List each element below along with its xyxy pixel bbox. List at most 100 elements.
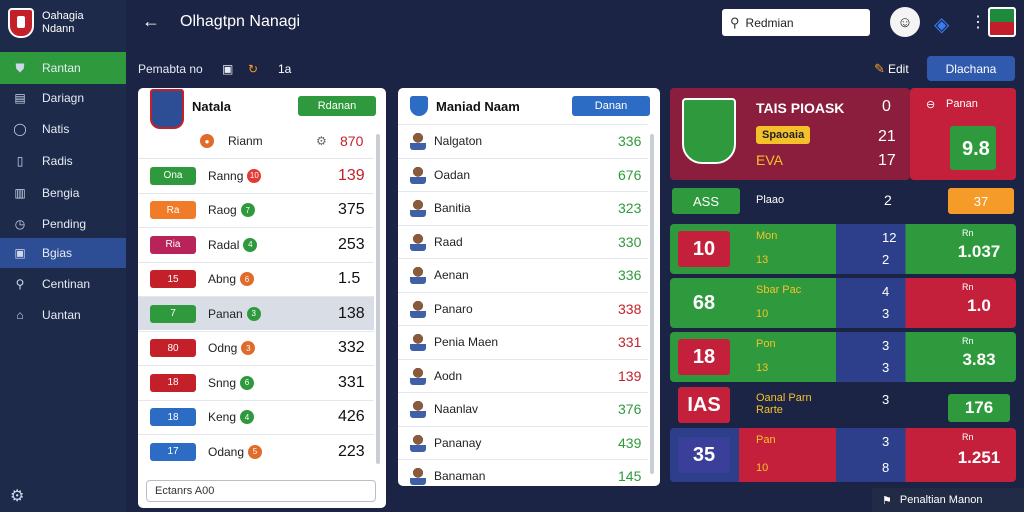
result-box: 1.251 [948, 444, 1010, 472]
list-item[interactable]: Pananay 439 [398, 425, 648, 459]
list-item[interactable]: Banaman 145 [398, 459, 648, 486]
refresh-icon[interactable]: ↻ [248, 62, 259, 76]
stat-value: 0 [882, 98, 891, 115]
sidebar-item-centinan[interactable]: ⚲ Centinan [0, 268, 126, 300]
stat-value: 21 [878, 128, 896, 145]
sidebar-item-bgias[interactable]: ▣ Bgias [0, 238, 126, 268]
action-label[interactable]: Panan [946, 98, 978, 110]
sidebar-item-label: Pending [42, 217, 87, 231]
result-value: 1.251 [957, 448, 1001, 467]
top-bar: ← Olhagtpn Nanagi ⚲ Redmian ☺ ◈ ⋮ [126, 0, 1024, 46]
stat-b: 8 [882, 460, 890, 475]
stat-a: 4 [882, 284, 890, 299]
tag-text: 15 [167, 273, 179, 285]
match-sub: 13 [756, 254, 769, 266]
result-label: Rn [962, 282, 974, 292]
footer-status[interactable]: ⚑ Penaltian Manon [872, 488, 1024, 512]
list-item[interactable]: Aodn 139 [398, 358, 648, 392]
home-icon: ⌂ [16, 308, 24, 322]
sidebar-item-uantan[interactable]: ⌂ Uantan [0, 299, 126, 331]
danan-button[interactable]: Danan [572, 96, 650, 116]
diamond-icon[interactable]: ◈ [934, 14, 950, 36]
team-tag: 18 [150, 408, 196, 426]
brand[interactable]: Oahagia Ndann [0, 0, 126, 46]
player-name: TAIS PIOASK [756, 100, 845, 116]
badge-icon: 3 [246, 306, 261, 321]
list-item[interactable]: Naanlav 376 [398, 392, 648, 425]
club-badge-icon[interactable] [988, 7, 1016, 37]
ball-icon: ◯ [13, 122, 27, 136]
gear-icon[interactable]: ⚙ [10, 488, 25, 505]
stat-b: 2 [882, 252, 890, 267]
player-tag: Spaoaia [756, 126, 811, 144]
match-card[interactable]: 10 Mon 13 12 2 Rn 1.037 [670, 224, 1016, 274]
edit-icon[interactable]: ✎ [874, 61, 885, 76]
list-item[interactable]: Raad 330 [398, 224, 648, 258]
table-row[interactable]: 18 Snng 6 331 [138, 365, 374, 399]
strip-mid: 2 [884, 192, 892, 208]
search-icon: ⚲ [730, 14, 740, 30]
search-input[interactable]: ⚲ Redmian [722, 9, 870, 36]
match-card[interactable]: 68 Sbar Pac 10 4 3 Rn 1.0 [670, 278, 1016, 328]
result-label: Rn [962, 228, 974, 238]
sidebar-item-pending[interactable]: ◷ Pending [0, 208, 126, 240]
sidebar-item-label: Radis [42, 154, 73, 168]
player-avatar-icon [410, 199, 426, 217]
table-row[interactable]: 18 Keng 4 426 [138, 399, 374, 434]
match-card[interactable]: IAS Oanal Parn Rarte 3 176 [670, 386, 1016, 424]
row-value: 139 [618, 367, 642, 384]
minus-circle-icon[interactable]: ⊖ [926, 99, 936, 111]
table-row[interactable]: 80 Odng 3 332 [138, 330, 374, 365]
more-menu-icon[interactable]: ⋮ [970, 14, 986, 31]
filter-input[interactable]: Ectanrs A00 [146, 480, 376, 502]
row-value: 336 [618, 133, 642, 149]
panel-title: Natala [192, 98, 232, 114]
table-row[interactable]: 7 Panan 3 138 [138, 296, 374, 330]
result-value: 176 [964, 398, 994, 417]
list-item[interactable]: Aenan 336 [398, 258, 648, 291]
row-value: 332 [338, 339, 365, 356]
tag-text: 17 [167, 446, 179, 457]
list-item[interactable]: Oadan 676 [398, 157, 648, 191]
settings-icon[interactable]: ⚙ [316, 134, 327, 148]
result-label: Rn [962, 432, 974, 442]
score-box: 68 [678, 285, 730, 321]
table-row[interactable]: Ria Radal 4 253 [138, 227, 374, 261]
list-item[interactable]: Panaro 338 [398, 291, 648, 325]
list-item[interactable]: Nalgaton 336 [398, 124, 648, 157]
back-arrow-icon[interactable]: ← [142, 11, 160, 31]
player-avatar-icon [410, 433, 426, 452]
row-value: 336 [618, 267, 642, 283]
dlachana-button[interactable]: Dlachana [927, 56, 1015, 81]
list-item[interactable]: Penia Maen 331 [398, 325, 648, 358]
match-card[interactable]: 35 Pan 10 3 8 Rn 1.251 [670, 428, 1016, 482]
player-card: TAIS PIOASK Spaoaia EVA 0 21 17 [670, 88, 910, 180]
sidebar-item-radis[interactable]: ▯ Radis [0, 145, 126, 177]
scrollbar[interactable] [650, 134, 654, 474]
table-row[interactable]: Ra Raog 7 375 [138, 192, 374, 227]
scrollbar[interactable] [376, 134, 380, 464]
lock-icon: ▣ [14, 246, 26, 260]
sidebar-item-rantan[interactable]: ⛊ Rantan [0, 52, 126, 84]
edit-label[interactable]: Edit [888, 62, 909, 76]
avatar[interactable]: ☺ [890, 7, 920, 37]
match-card[interactable]: 18 Pon 13 3 3 Rn 3.83 [670, 332, 1016, 382]
tag-text: 7 [170, 308, 176, 319]
team-tag: 18 [150, 373, 196, 392]
calendar-icon[interactable]: ▣ [222, 62, 234, 76]
match-label: Pon [756, 338, 776, 350]
sidebar-item-dariagn[interactable]: ▤ Dariagn [0, 82, 126, 114]
table-row[interactable]: Ona Ranng 10 139 [138, 158, 374, 192]
list-item[interactable]: Banitia 323 [398, 191, 648, 224]
table-row[interactable]: 17 Odang 5 223 [138, 434, 374, 468]
rdanan-button[interactable]: Rdanan [298, 96, 376, 116]
sidebar-item-natis[interactable]: ◯ Natis [0, 113, 126, 145]
table-row[interactable]: 15 Abng 6 1.5 [138, 261, 374, 296]
sidebar-item-bengia[interactable]: ▥ Bengia [0, 177, 126, 209]
player-photo-icon [682, 98, 736, 164]
player-avatar-icon [410, 232, 426, 251]
stat-a: 12 [882, 230, 897, 245]
row-value: 330 [618, 233, 642, 250]
team-tag: Ra [150, 201, 196, 219]
team-tag: Ona [150, 166, 196, 185]
